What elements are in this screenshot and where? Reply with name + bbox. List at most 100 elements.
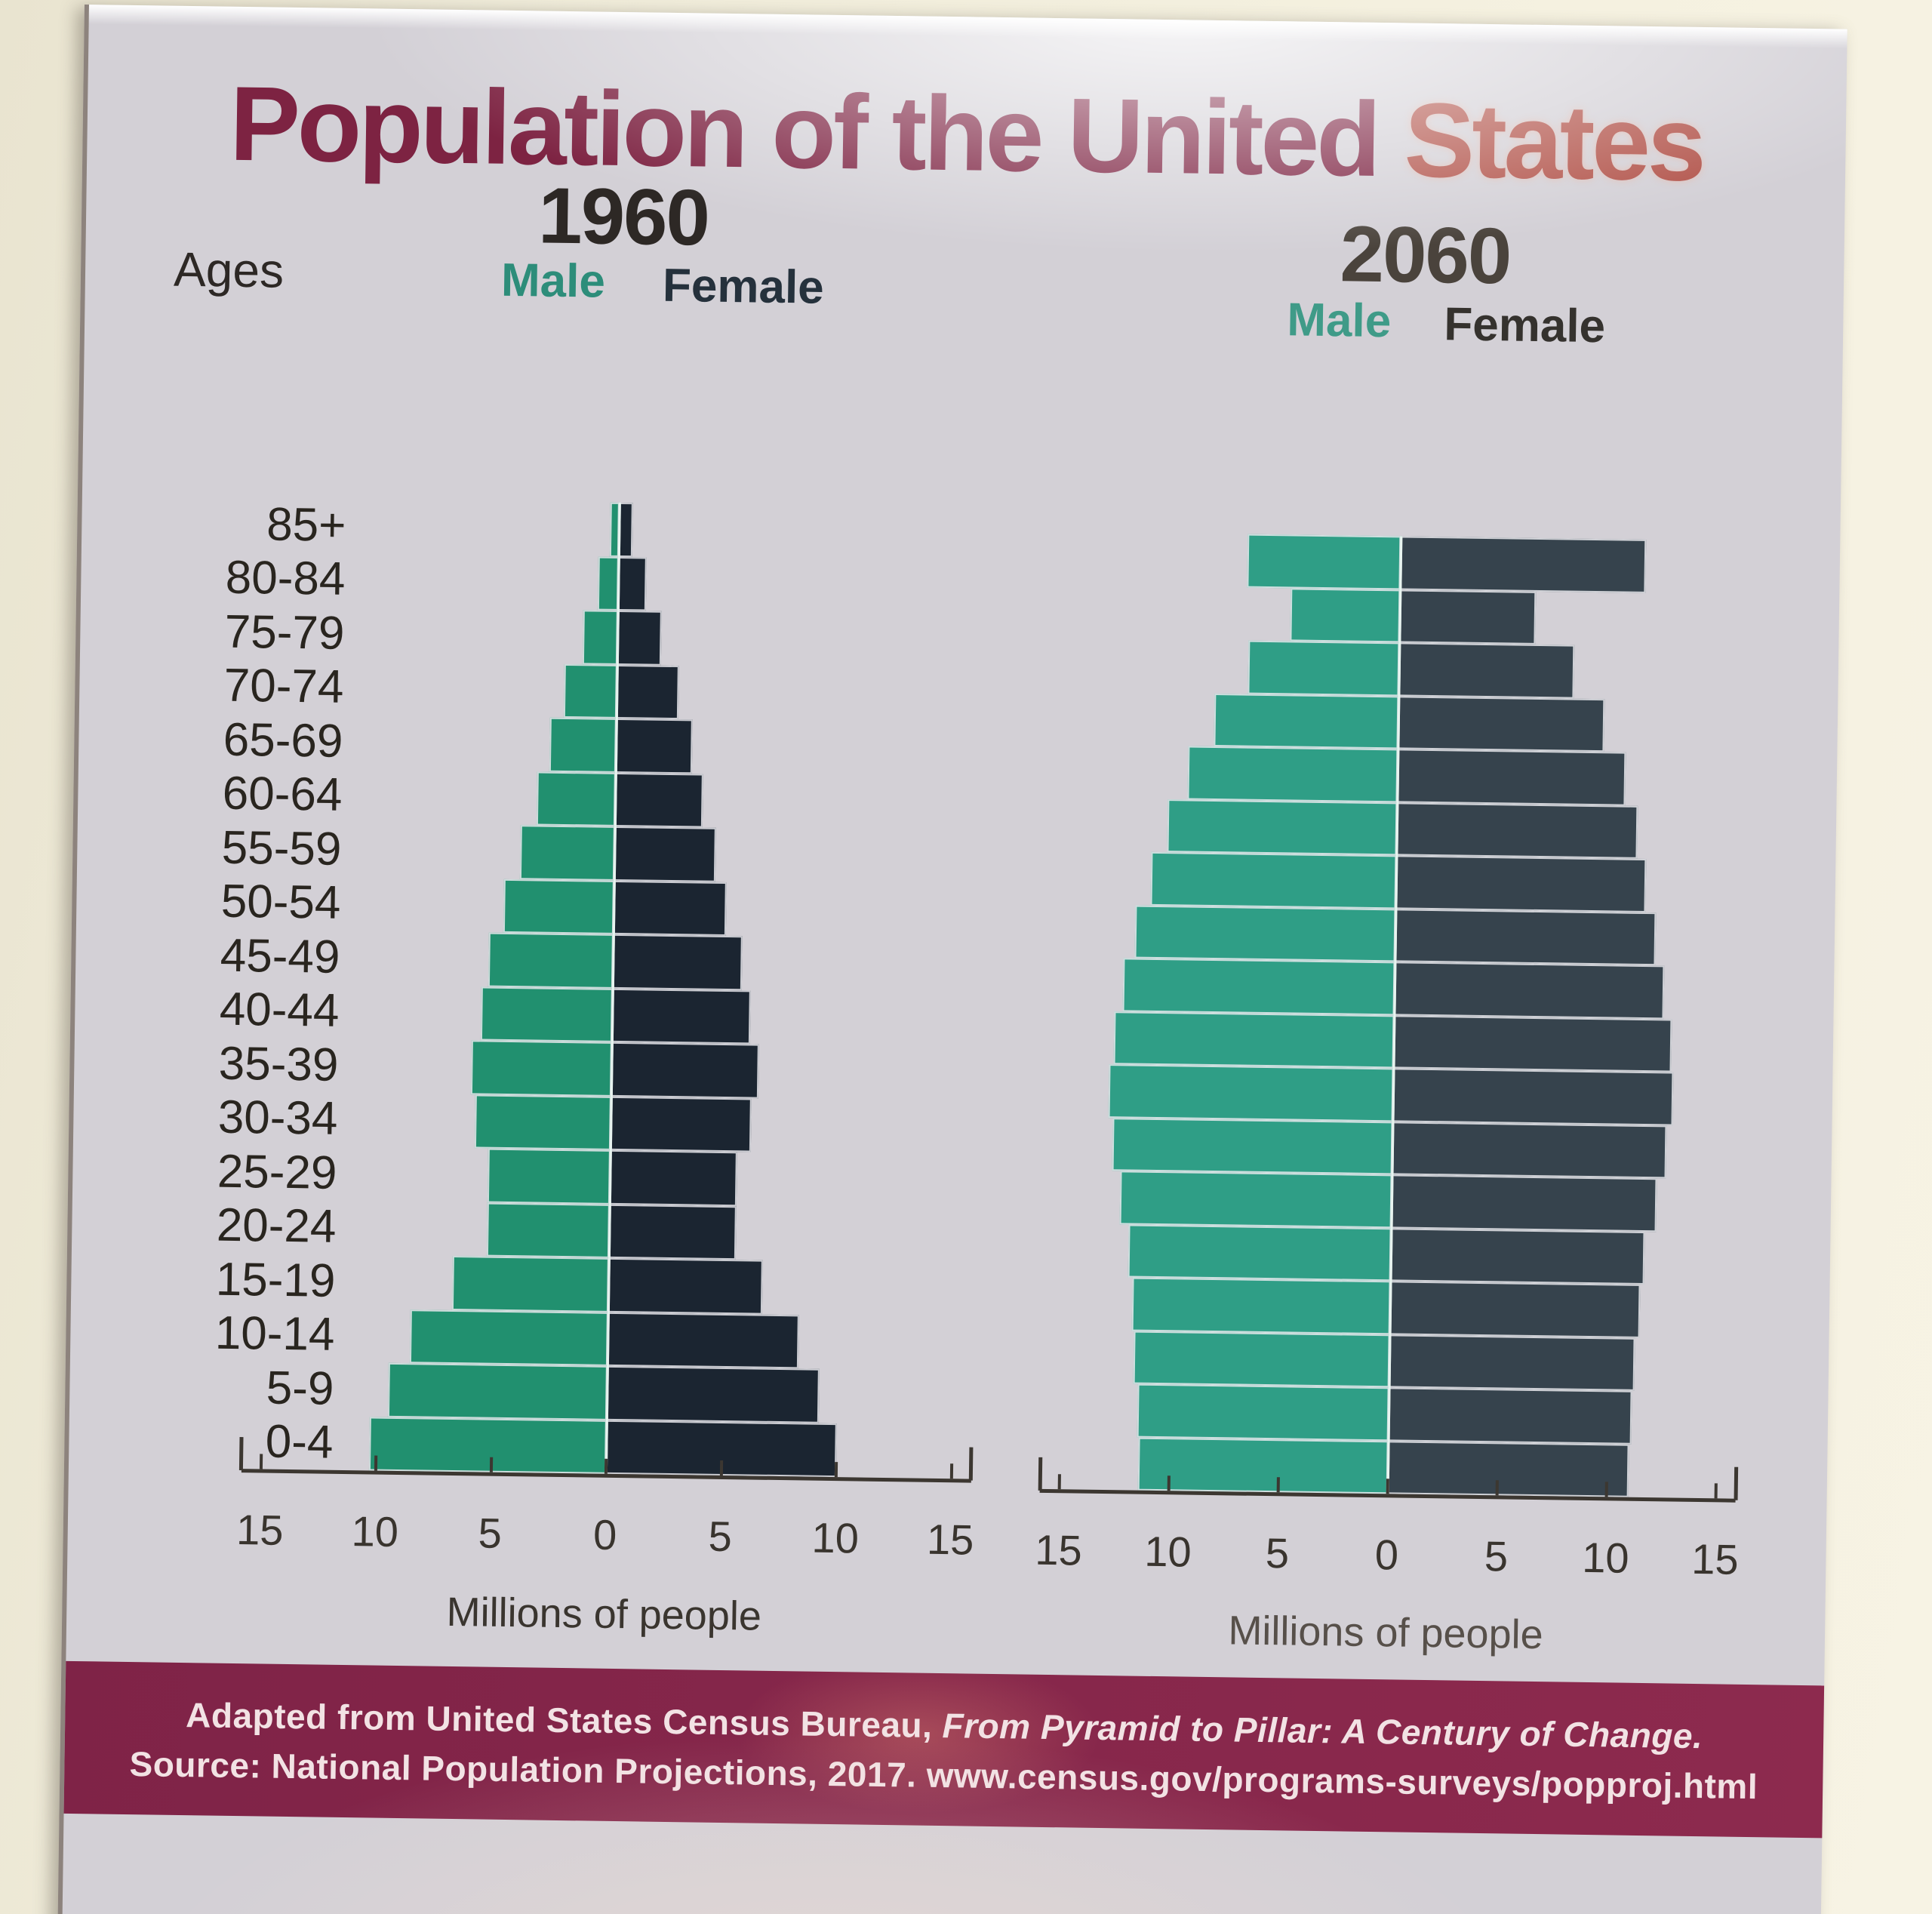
x-axis-tick [604,1458,608,1474]
x-axis-end-bracket [968,1447,974,1481]
bar-male-80-84 [1290,587,1401,643]
bar-male-0-4 [368,1416,607,1474]
bar-male-55-59 [519,825,615,881]
x-axis-tick [1495,1480,1499,1496]
bar-female-35-39 [1392,1068,1674,1126]
bar-female-10-14 [1389,1334,1635,1391]
bar-male-65-69 [1187,746,1398,802]
bar-female-65-69 [1397,749,1626,806]
x-axis-tick [1167,1476,1171,1491]
age-group-label: 70-74 [223,659,344,714]
bar-male-5-9 [388,1362,608,1420]
x-axis-tick-label: 5 [708,1512,733,1561]
x-axis-tick-label: 0 [1374,1531,1399,1579]
bar-female-0-4 [1387,1440,1629,1497]
x-axis-tick [374,1455,378,1471]
bar-male-65-69 [549,717,617,773]
bar-female-15-19 [608,1257,764,1315]
title-part-1: Population of the United [229,63,1405,199]
x-axis-tick [834,1462,838,1478]
bar-female-70-74 [1398,695,1604,752]
chart-title-1960: 1960 [537,171,709,263]
bar-female-25-29 [609,1149,737,1206]
bar-female-75-79 [617,610,662,666]
bar-female-20-24 [608,1204,737,1260]
bar-male-20-24 [1128,1223,1392,1282]
x-axis-end-bracket [1038,1457,1042,1491]
x-axis-end-bracket [238,1437,244,1471]
age-group-label: 45-49 [220,929,340,983]
book-page: Population of the United States 1960 206… [57,5,1847,1914]
x-axis-label-1960: Millions of people [446,1589,762,1639]
bar-female-35-39 [611,1042,760,1099]
x-axis-tick-label: 10 [351,1507,399,1556]
age-group-label: 85+ [266,498,346,552]
population-pyramid-2060: 15 10 5 0 5 10 15 [89,5,1847,1583]
bar-female-85+ [618,502,634,557]
age-group-labels-column: 85+ 80-84 75-79 70-74 65-69 60-64 55-59 50-54 45… [89,5,1847,1469]
bar-female-45-49 [612,934,743,990]
bar-female-85+ [1400,536,1647,593]
bar-male-80-84 [597,556,619,611]
x-axis-tick [489,1457,493,1472]
bar-male-10-14 [409,1309,608,1366]
x-axis-tick-label: 15 [1034,1525,1083,1574]
legend-female-2060: Female [1443,298,1606,353]
bar-male-70-74 [563,663,617,719]
page-title: Population of the United States [87,60,1847,208]
bar-female-15-19 [1389,1281,1641,1338]
bar-male-5-9 [1137,1383,1389,1441]
bar-male-30-34 [1112,1117,1393,1175]
x-axis-tick-label: 0 [592,1510,617,1559]
age-group-label: 25-29 [217,1145,337,1199]
chart-title-2060: 2060 [1339,210,1512,301]
x-axis-tick [259,1454,263,1469]
x-axis-tick-label: 5 [1484,1532,1509,1580]
age-group-label: 50-54 [220,875,341,930]
age-group-label: 0-4 [265,1415,334,1469]
bar-male-10-14 [1133,1331,1390,1388]
bar-female-55-59 [1395,855,1646,912]
x-axis-label-2060: Millions of people [1228,1608,1544,1658]
age-group-label: 65-69 [223,713,343,768]
bar-male-25-29 [1119,1171,1392,1228]
x-axis-tick-label: 10 [1143,1527,1192,1576]
bar-female-5-9 [1388,1387,1632,1445]
bar-male-60-64 [1166,799,1398,856]
age-group-label: 30-34 [217,1091,338,1146]
bar-female-70-74 [616,664,680,720]
bar-female-40-44 [1393,1014,1672,1072]
x-axis-tick-label: 5 [478,1509,503,1557]
age-group-label: 75-79 [224,605,345,660]
x-axis-tick-label: 15 [926,1515,974,1564]
age-group-label: 10-14 [214,1306,335,1362]
x-axis-tick-label: 10 [811,1513,860,1562]
x-axis-tick [1276,1477,1280,1493]
bar-female-65-69 [615,718,693,774]
bar-male-40-44 [481,986,613,1042]
bar-male-20-24 [487,1202,610,1258]
x-axis-tick [1604,1482,1608,1497]
bar-male-0-4 [1138,1437,1389,1494]
bar-female-25-29 [1391,1174,1657,1232]
x-axis-tick [719,1460,723,1476]
bar-male-15-19 [451,1255,609,1312]
x-axis-end-bracket [1734,1466,1738,1500]
bar-male-35-39 [470,1040,612,1097]
x-axis-tick-label: 15 [1690,1534,1740,1583]
age-group-label: 40-44 [219,983,340,1038]
bar-female-40-44 [611,988,751,1045]
bar-female-10-14 [607,1312,799,1369]
bar-male-75-79 [583,610,618,665]
bar-male-55-59 [1150,851,1397,909]
bar-female-50-54 [1395,908,1657,966]
page-top-edge-highlight [88,5,1847,49]
age-group-label: 20-24 [216,1199,337,1254]
age-group-label: 80-84 [225,551,346,606]
x-axis-tick [1714,1483,1718,1499]
bar-female-80-84 [617,556,647,611]
bar-male-30-34 [474,1094,611,1150]
bar-female-75-79 [1398,642,1575,699]
title-part-2: States [1403,80,1705,203]
